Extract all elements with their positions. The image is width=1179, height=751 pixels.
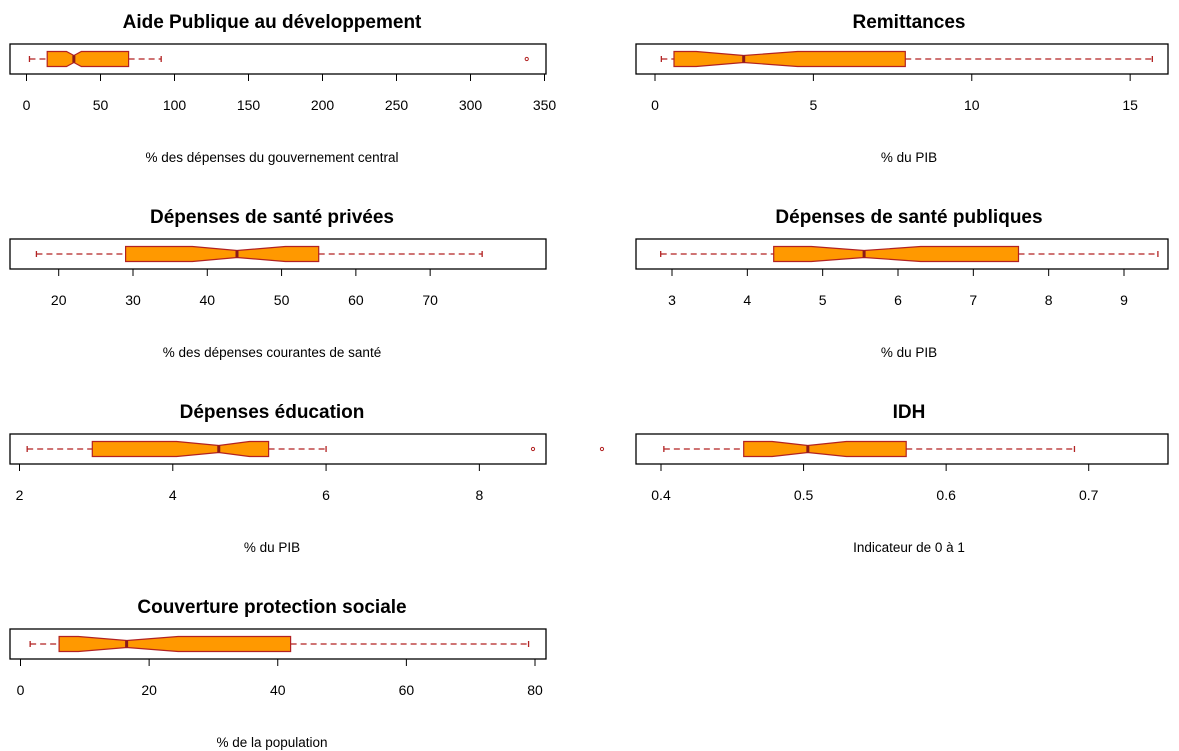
boxplot-chart-sante-privees: Dépenses de santé privées % des dépenses… xyxy=(9,207,547,360)
x-tick-label: 15 xyxy=(1122,97,1138,113)
x-tick-label: 40 xyxy=(199,292,215,308)
boxplot-panel-education: Dépenses éducation % du PIB 2 4 6 8 xyxy=(0,390,605,580)
boxplot-chart-protection-sociale: Couverture protection sociale % de la po… xyxy=(9,597,547,750)
x-tick-label: 8 xyxy=(1045,292,1053,308)
x-tick-label: 0 xyxy=(23,97,31,113)
outlier-point xyxy=(524,56,529,62)
notched-box xyxy=(124,245,320,263)
boxplot-chart-education: Dépenses éducation % du PIB 2 4 6 8 xyxy=(9,402,605,555)
x-tick-label: 2 xyxy=(16,487,24,503)
x-tick-label: 0.4 xyxy=(651,487,671,503)
boxplot-panel-remittances: Remittances % du PIB 0 5 10 15 xyxy=(620,0,1179,190)
x-tick-label: 150 xyxy=(237,97,261,113)
x-tick-label: 3 xyxy=(668,292,676,308)
x-tick-label: 5 xyxy=(809,97,817,113)
x-axis-label: % du PIB xyxy=(881,345,937,360)
x-axis-label: % des dépenses courantes de santé xyxy=(163,345,381,360)
x-axis-label: Indicateur de 0 à 1 xyxy=(853,540,965,555)
boxplot-chart-sante-publiques: Dépenses de santé publiques % du PIB 3 4 5… xyxy=(635,207,1169,360)
x-tick-label: 50 xyxy=(93,97,109,113)
plot-frame xyxy=(635,43,1169,75)
boxplot-chart-idh: IDH Indicateur de 0 à 1 0.4 0.5 0.6 0.7 xyxy=(635,402,1169,555)
plot-frame xyxy=(635,433,1169,465)
notched-box xyxy=(91,440,270,458)
boxplot-panel-sante-publiques: Dépenses de santé publiques % du PIB 3 4 5… xyxy=(620,195,1179,385)
x-tick-label: 300 xyxy=(459,97,483,113)
boxplot-chart-remittances: Remittances % du PIB 0 5 10 15 xyxy=(635,12,1169,165)
panel-title: IDH xyxy=(893,402,926,423)
x-tick-label: 7 xyxy=(969,292,977,308)
x-tick-label: 4 xyxy=(169,487,177,503)
x-tick-label: 80 xyxy=(527,682,543,698)
x-tick-label: 5 xyxy=(819,292,827,308)
x-tick-label: 20 xyxy=(51,292,67,308)
panel-title: Couverture protection sociale xyxy=(137,597,406,618)
boxplot-panel-idh: IDH Indicateur de 0 à 1 0.4 0.5 0.6 0.7 xyxy=(620,390,1179,580)
x-tick-label: 6 xyxy=(894,292,902,308)
x-tick-label: 200 xyxy=(311,97,335,113)
x-tick-label: 0 xyxy=(17,682,25,698)
outlier-point xyxy=(530,446,536,452)
x-tick-label: 250 xyxy=(385,97,409,113)
panel-title: Dépenses éducation xyxy=(180,402,365,423)
plot-frame xyxy=(9,238,547,270)
plot-frame xyxy=(635,238,1169,270)
outlier-point xyxy=(599,446,605,452)
boxplot-panel-sante-privees: Dépenses de santé privées % des dépenses… xyxy=(0,195,560,385)
boxplot-panel-aide-publique: Aide Publique au développement % des dép… xyxy=(0,0,560,190)
x-tick-label: 9 xyxy=(1120,292,1128,308)
x-tick-label: 6 xyxy=(322,487,330,503)
x-axis-label: % du PIB xyxy=(881,150,937,165)
boxplot-chart-aide-publique: Aide Publique au développement % des dép… xyxy=(9,12,557,165)
x-tick-label: 4 xyxy=(743,292,751,308)
x-tick-label: 8 xyxy=(475,487,483,503)
x-axis-label: % des dépenses du gouvernement central xyxy=(146,150,399,165)
panel-title: Dépenses de santé publiques xyxy=(775,207,1042,228)
x-tick-label: 40 xyxy=(270,682,286,698)
notched-box xyxy=(673,50,906,68)
x-tick-label: 0.5 xyxy=(794,487,814,503)
x-tick-label: 70 xyxy=(422,292,438,308)
x-tick-label: 10 xyxy=(964,97,980,113)
notched-box xyxy=(743,440,907,458)
x-tick-label: 0 xyxy=(651,97,659,113)
notched-box xyxy=(46,50,130,68)
plot-frame xyxy=(9,433,547,465)
x-tick-label: 50 xyxy=(274,292,290,308)
panel-title: Remittances xyxy=(853,12,966,33)
x-tick-label: 0.7 xyxy=(1079,487,1099,503)
notched-box xyxy=(58,635,292,653)
plot-frame xyxy=(9,43,547,75)
x-tick-label: 60 xyxy=(399,682,415,698)
notched-box xyxy=(773,245,1020,263)
x-tick-label: 100 xyxy=(163,97,187,113)
boxplot-panel-protection-sociale: Couverture protection sociale % de la po… xyxy=(0,585,560,751)
x-tick-label: 0.6 xyxy=(936,487,956,503)
x-tick-label: 60 xyxy=(348,292,364,308)
x-tick-label: 20 xyxy=(141,682,157,698)
x-tick-label: 30 xyxy=(125,292,141,308)
x-tick-label: 350 xyxy=(533,97,557,113)
panel-title: Dépenses de santé privées xyxy=(150,207,394,228)
x-axis-label: % de la population xyxy=(216,735,327,750)
panel-title: Aide Publique au développement xyxy=(123,12,422,33)
x-axis-label: % du PIB xyxy=(244,540,300,555)
